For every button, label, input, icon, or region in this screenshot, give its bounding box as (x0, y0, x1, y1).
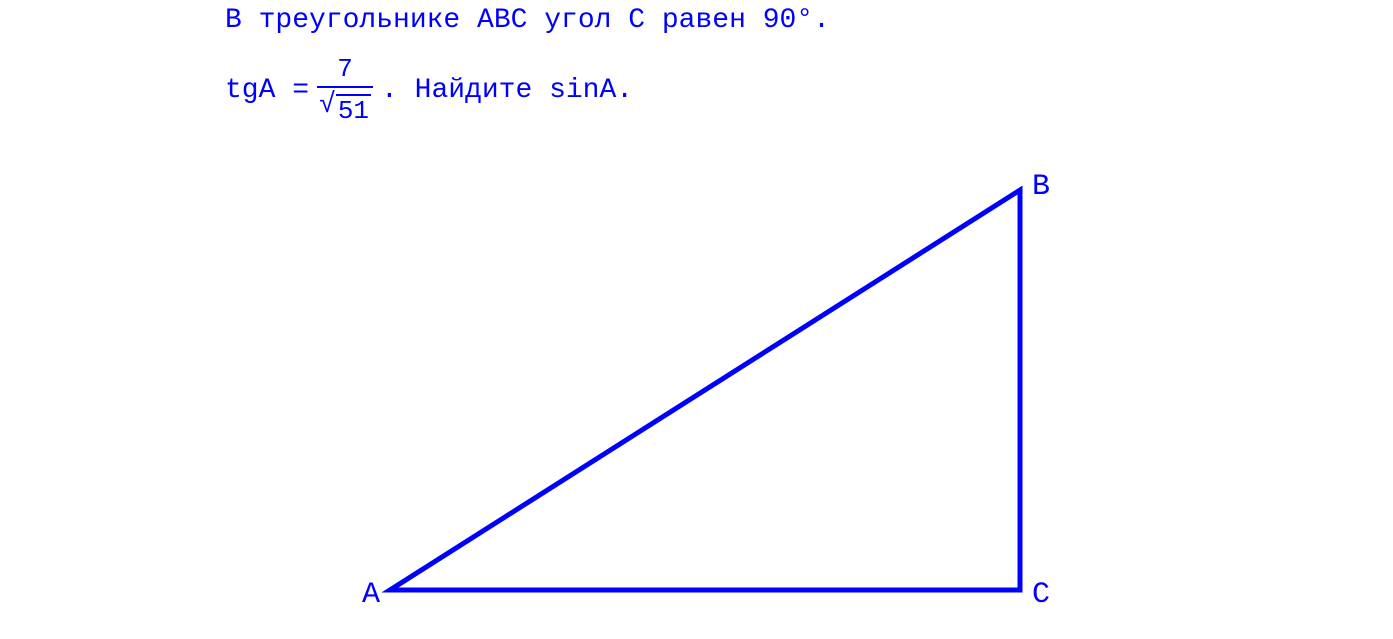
fraction-denominator: √ 51 (317, 88, 373, 126)
fraction-numerator: 7 (331, 54, 359, 86)
problem-line-1: В треугольнике АВС угол С равен 90°. (225, 5, 830, 36)
sqrt-expression: √ 51 (319, 92, 371, 126)
sqrt-radicand: 51 (336, 94, 371, 126)
vertex-label-c: C (1032, 578, 1050, 612)
vertex-label-a: A (362, 578, 380, 612)
line2-prefix: tgA = (225, 75, 309, 106)
triangle-diagram: A B C (360, 160, 1080, 630)
sqrt-symbol: √ (319, 92, 336, 120)
fraction: 7 √ 51 (317, 54, 373, 126)
problem-line-2: tgA = 7 √ 51 . Найдите sinA. (225, 54, 830, 126)
line1-text: В треугольнике АВС угол С равен 90°. (225, 5, 830, 36)
vertex-label-b: B (1032, 170, 1050, 204)
line2-suffix: . Найдите sinA. (381, 75, 633, 106)
triangle-svg (360, 160, 1080, 630)
problem-statement: В треугольнике АВС угол С равен 90°. tgA… (225, 5, 830, 126)
